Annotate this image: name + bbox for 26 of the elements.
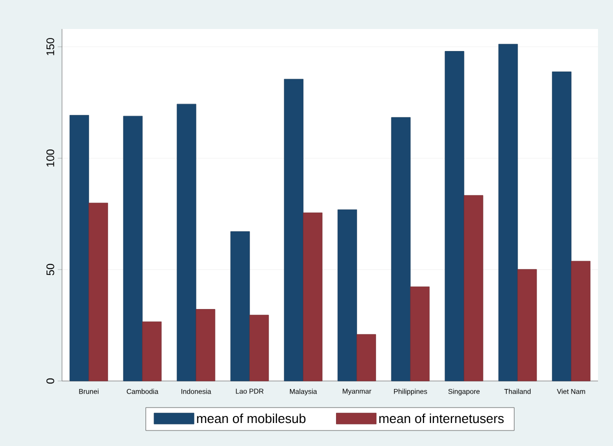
bar	[249, 314, 269, 382]
bar	[464, 195, 484, 382]
bar	[498, 44, 518, 382]
bar	[142, 322, 162, 382]
y-tick-label: 0	[46, 378, 54, 384]
bar	[230, 231, 250, 382]
legend-label: mean of internetusers	[379, 414, 504, 424]
y-tick-label: 150	[46, 38, 54, 56]
bar	[338, 209, 357, 382]
bar	[552, 72, 572, 382]
bar	[410, 286, 430, 382]
bar	[303, 212, 322, 382]
bar	[88, 202, 108, 382]
bar	[356, 334, 376, 382]
bar	[123, 116, 143, 382]
bar	[284, 78, 304, 382]
bar	[176, 104, 196, 382]
y-tick-label: 50	[46, 264, 54, 276]
legend-label: mean of mobilesub	[197, 414, 306, 424]
bar	[444, 51, 464, 382]
bar	[196, 309, 216, 382]
bar	[70, 115, 90, 382]
y-tick-label: 100	[46, 149, 54, 167]
bar	[391, 117, 411, 382]
bar	[570, 260, 590, 382]
bar	[517, 269, 537, 382]
